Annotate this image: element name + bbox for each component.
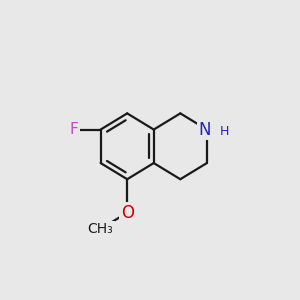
Text: CH₃: CH₃ — [88, 222, 113, 236]
Text: H: H — [220, 125, 229, 138]
Text: O: O — [121, 204, 134, 222]
Text: F: F — [70, 122, 78, 137]
Text: N: N — [198, 121, 211, 139]
